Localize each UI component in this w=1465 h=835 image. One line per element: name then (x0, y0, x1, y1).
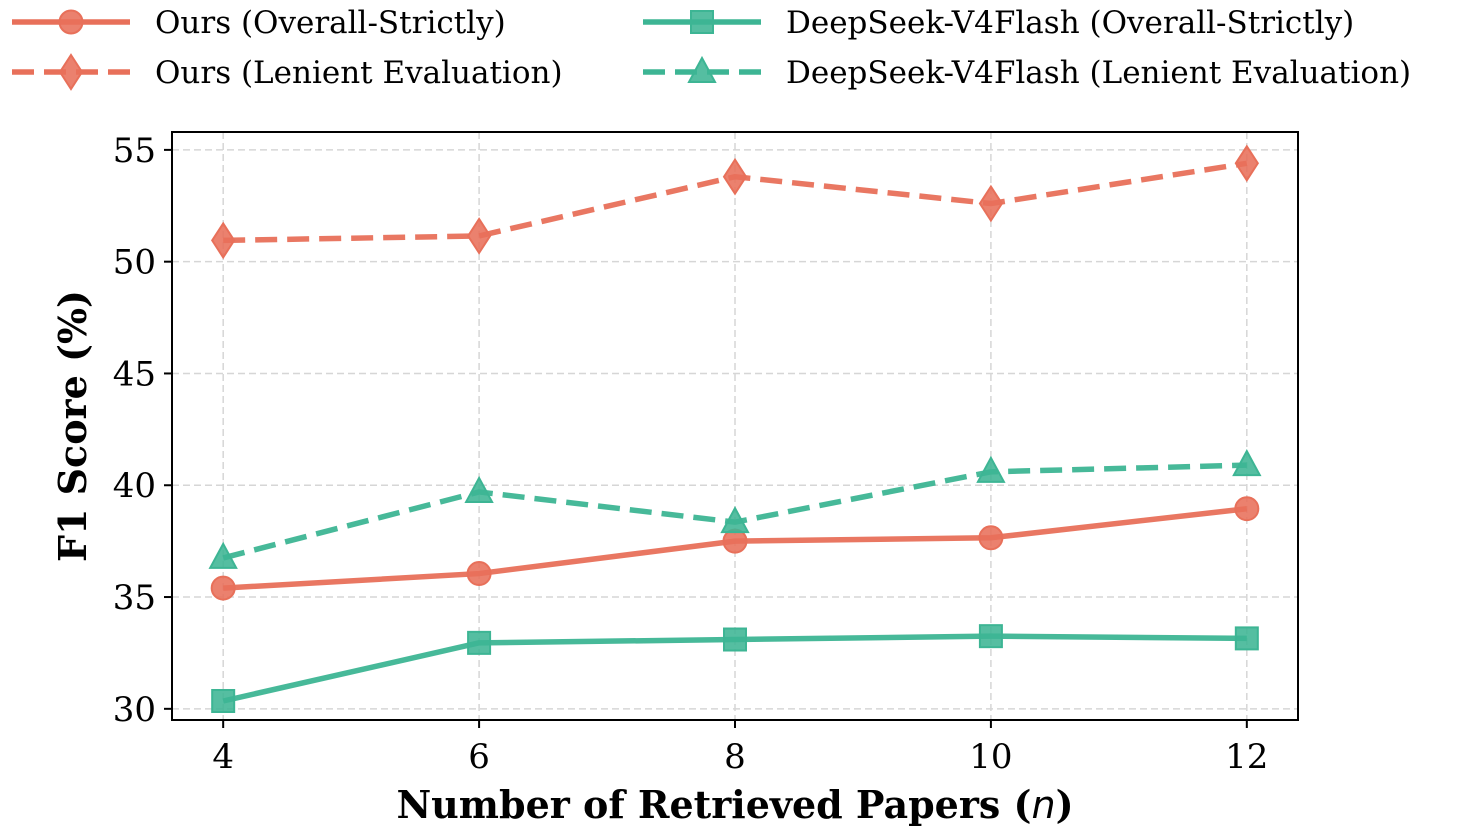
series-3-point-4 (208, 541, 238, 569)
legend-label-2: DeepSeek-V4Flash (Overall-Strictly) (786, 5, 1354, 41)
legend-marker-3 (687, 55, 717, 83)
series-0-point-4 (210, 575, 236, 601)
x-tick-label-8: 8 (724, 737, 746, 777)
series-1 (210, 144, 1260, 260)
legend-marker-0 (58, 9, 84, 35)
legend-label-0: Ours (Overall-Strictly) (155, 5, 506, 41)
series-1-point-6 (466, 217, 492, 255)
series-2 (211, 624, 1259, 713)
grid-lines (172, 132, 1298, 720)
legend-marker-1 (58, 53, 84, 91)
x-axis-title-text: Number of Retrieved Papers ( (396, 782, 1031, 827)
legend-label-3: DeepSeek-V4Flash (Lenient Evaluation) (786, 55, 1411, 91)
series-3-point-10 (976, 455, 1006, 483)
series-2-point-6 (467, 630, 492, 655)
series-1-point-4 (210, 221, 236, 260)
y-tick-label-40: 40 (113, 466, 156, 506)
axis-ticks: 4 6 8 10 12 30 35 40 45 50 55 (113, 131, 1269, 777)
series-3-point-6 (464, 475, 494, 503)
series-0-point-12 (1234, 496, 1260, 522)
x-tick-label-4: 4 (212, 737, 234, 777)
series-3-point-12 (1232, 449, 1262, 477)
y-axis-title: F1 Score (%) (50, 290, 95, 562)
series-0-point-6 (466, 561, 492, 587)
series-2-point-10 (978, 624, 1003, 649)
x-tick-label-12: 12 (1225, 737, 1268, 777)
legend-marker-2 (690, 10, 714, 34)
series-1-point-8 (722, 157, 748, 196)
series-3-point-8 (720, 506, 750, 534)
legend-entry-2: DeepSeek-V4Flash (Overall-Strictly) (643, 5, 1354, 41)
series-2-point-4 (211, 688, 236, 713)
y-tick-label-50: 50 (113, 243, 156, 283)
y-tick-label-55: 55 (113, 131, 156, 171)
legend-label-1: Ours (Lenient Evaluation) (155, 55, 563, 91)
series-1-point-10 (978, 184, 1004, 223)
series-0-point-10 (978, 525, 1004, 551)
legend-entry-1: Ours (Lenient Evaluation) (12, 53, 563, 91)
series-1-point-12 (1234, 144, 1260, 183)
legend-entry-3: DeepSeek-V4Flash (Lenient Evaluation) (643, 55, 1411, 91)
x-tick-label-10: 10 (969, 737, 1012, 777)
series-3 (208, 449, 1262, 569)
legend: Ours (Overall-Strictly) Ours (Lenient Eva… (12, 5, 1411, 91)
x-tick-label-6: 6 (468, 737, 490, 777)
series-0 (210, 496, 1260, 601)
series-layer (208, 144, 1262, 713)
y-tick-label-45: 45 (113, 354, 156, 394)
series-2-point-8 (723, 627, 747, 652)
legend-entry-0: Ours (Overall-Strictly) (12, 5, 506, 41)
x-axis-variable: n (1031, 783, 1055, 827)
series-2-point-12 (1234, 626, 1259, 651)
y-tick-label-35: 35 (113, 578, 156, 618)
x-axis-title: Number of Retrieved Papers (n) (396, 782, 1073, 827)
y-tick-label-30: 30 (113, 690, 156, 730)
x-axis-title-close: ) (1056, 782, 1074, 827)
